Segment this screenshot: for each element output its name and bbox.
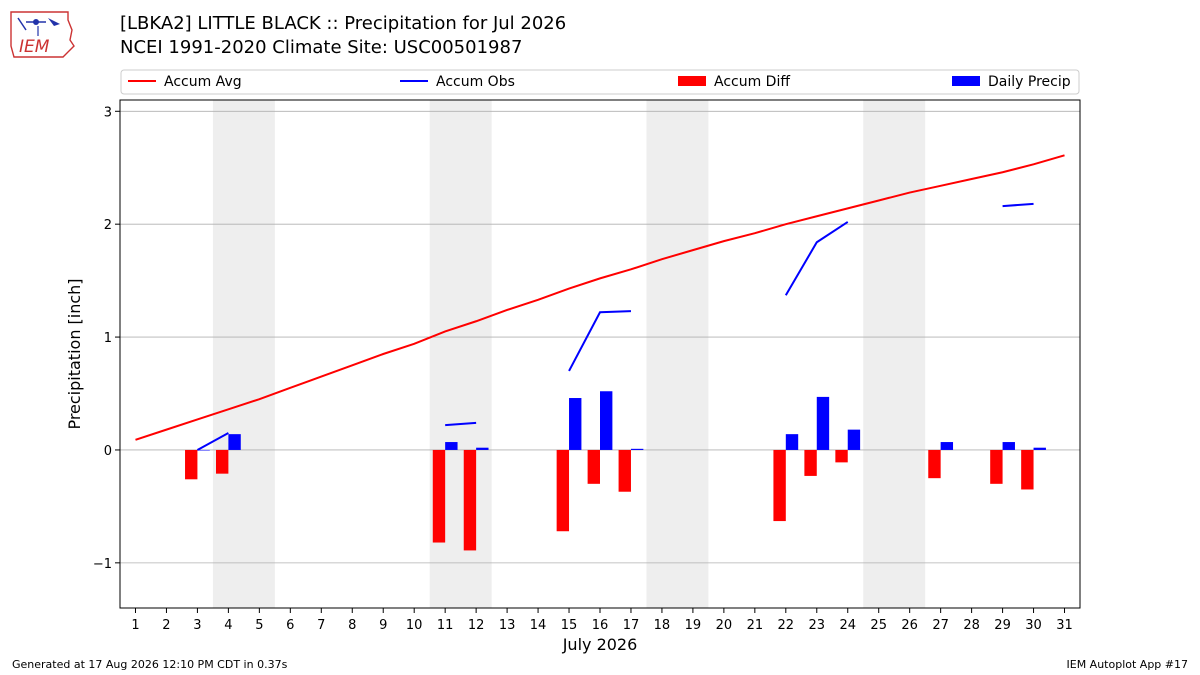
x-axis-label: July 2026	[562, 635, 638, 654]
daily-precip-bar	[569, 398, 582, 450]
daily-precip-bar	[197, 449, 210, 451]
daily-precip-bar	[1002, 442, 1015, 450]
y-tick-label: 0	[104, 444, 112, 459]
chart-subtitle: NCEI 1991-2020 Climate Site: USC00501987	[120, 37, 523, 58]
x-tick-label: 11	[437, 618, 454, 633]
accum-obs-line	[568, 310, 632, 372]
daily-precip-bar	[476, 447, 489, 450]
legend-label: Accum Diff	[714, 74, 790, 90]
accum-diff-bar	[432, 449, 446, 543]
daily-precip-bar	[785, 434, 799, 450]
legend: Accum Avg Accum Obs Accum Diff Daily Precip	[120, 69, 1080, 95]
x-tick-label: 5	[255, 618, 263, 633]
accum-diff-bar	[587, 449, 600, 484]
x-tick-label: 27	[932, 618, 949, 633]
legend-bar-swatch	[678, 76, 706, 86]
x-tick-label: 22	[778, 618, 795, 633]
legend-box	[120, 69, 1080, 95]
footer-generated: Generated at 17 Aug 2026 12:10 PM CDT in…	[12, 658, 288, 671]
x-tick-label: 14	[530, 618, 547, 633]
x-tick-label: 18	[654, 618, 671, 633]
accum-diff-bar	[556, 449, 570, 532]
accum-diff-bar	[928, 449, 941, 479]
legend-label: Accum Avg	[164, 74, 242, 90]
accum-obs-line	[196, 432, 229, 451]
x-tick-label: 23	[809, 618, 826, 633]
x-tick-label: 15	[561, 618, 578, 633]
x-tick-label: 20	[716, 618, 733, 633]
iem-logo: IEM	[8, 6, 80, 62]
bar-layer	[185, 391, 1046, 551]
x-tick-label: 7	[317, 618, 325, 633]
x-tick-label: 10	[406, 618, 423, 633]
y-tick-label: 1	[104, 331, 112, 346]
daily-precip-bar	[228, 434, 241, 450]
y-tick-label: 3	[104, 105, 112, 120]
x-tick-label: 26	[901, 618, 918, 633]
legend-label: Accum Obs	[436, 74, 515, 90]
daily-precip-bar	[600, 391, 613, 450]
daily-precip-bar	[445, 442, 458, 450]
weekend-shade	[212, 100, 275, 608]
accum-diff-bar	[185, 449, 198, 480]
accum-diff-bar	[773, 449, 786, 522]
legend-label: Daily Precip	[988, 74, 1071, 90]
weekend-shade	[863, 100, 926, 608]
y-tick-label: 2	[104, 218, 112, 233]
x-tick-label: 1	[131, 618, 139, 633]
x-tick-label: 19	[685, 618, 702, 633]
accum-obs-line	[784, 221, 849, 296]
x-tick-label: 16	[592, 618, 609, 633]
x-tick-label: 2	[162, 618, 170, 633]
y-tick-label: −1	[93, 557, 112, 572]
footer-app: IEM Autoplot App #17	[1066, 658, 1189, 671]
daily-precip-bar	[630, 448, 644, 450]
x-tick-label: 30	[1025, 618, 1042, 633]
weekend-shade	[646, 100, 709, 608]
x-tick-label: 12	[468, 618, 485, 633]
accum-avg-line	[135, 154, 1065, 441]
accum-diff-bar	[618, 449, 631, 492]
weekend-shading	[212, 100, 926, 608]
x-tick-label: 31	[1056, 618, 1073, 633]
line-layer	[135, 154, 1065, 451]
daily-precip-bar	[1033, 447, 1046, 450]
legend-bar-swatch	[952, 76, 980, 86]
chart-title: [LBKA2] LITTLE BLACK :: Precipitation fo…	[120, 13, 567, 34]
x-tick-label: 17	[623, 618, 640, 633]
x-tick-label: 21	[747, 618, 764, 633]
daily-precip-bar	[816, 396, 830, 450]
x-tick-label: 25	[870, 618, 887, 633]
daily-precip-bar	[847, 429, 861, 450]
x-tick-label: 6	[286, 618, 294, 633]
y-axis-label: Precipitation [inch]	[65, 278, 84, 429]
accum-diff-bar	[835, 449, 848, 463]
x-tick-label: 13	[499, 618, 516, 633]
logo-text: IEM	[19, 37, 50, 57]
x-tick-label: 3	[193, 618, 201, 633]
accum-diff-bar	[216, 449, 229, 474]
accum-obs-line	[445, 421, 477, 427]
accum-diff-bar	[990, 449, 1003, 484]
x-tick-label: 9	[379, 618, 387, 633]
x-tick-label: 24	[839, 618, 856, 633]
x-tick-label: 28	[963, 618, 980, 633]
accum-diff-bar	[804, 449, 817, 476]
x-tick-label: 29	[994, 618, 1011, 633]
daily-precip-bar	[940, 442, 954, 450]
x-tick-label: 4	[224, 618, 232, 633]
accum-diff-bar	[463, 449, 477, 551]
x-tick-label: 8	[348, 618, 356, 633]
accum-diff-bar	[1021, 449, 1034, 490]
accum-obs-line	[1002, 202, 1034, 208]
